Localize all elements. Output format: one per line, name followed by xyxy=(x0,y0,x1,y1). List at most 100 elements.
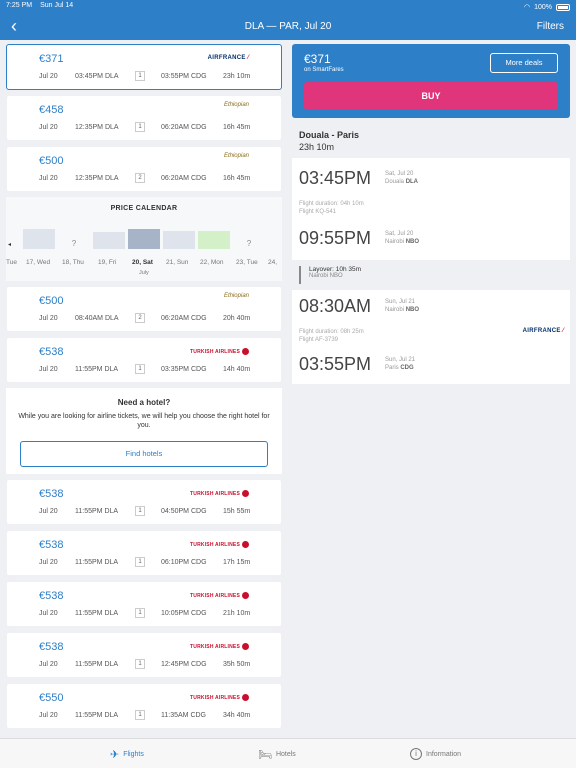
airplane-icon: ✈ xyxy=(110,749,120,761)
departure-time: 08:40AM DLA xyxy=(75,315,119,322)
departure-time: 11:55PM DLA xyxy=(75,508,119,515)
calendar-bar-unknown[interactable]: ? xyxy=(71,239,77,248)
calendar-bar[interactable] xyxy=(23,229,55,249)
status-time: 7:25 PM xyxy=(6,2,33,9)
flight-date: Jul 20 xyxy=(39,124,58,131)
flight-date: Jul 20 xyxy=(39,610,58,617)
flight-results-list: €371 AIRFRANCE Jul 20 03:45PM DLA 1 03:5… xyxy=(6,44,282,734)
airline-logo-airfrance: AIRFRANCE xyxy=(208,55,249,61)
price-calendar-title: PRICE CALENDAR xyxy=(110,205,178,212)
calendar-day[interactable]: 24, xyxy=(268,259,278,266)
flight-segment: 03:45PM Sat, Jul 20 Douala DLA Flight du… xyxy=(292,158,570,260)
filters-button[interactable]: Filters xyxy=(536,20,564,32)
tab-information[interactable]: i Information xyxy=(410,748,461,760)
departure-time: 12:35PM DLA xyxy=(75,175,119,182)
stops-badge: 1 xyxy=(135,364,145,374)
flight-card[interactable]: €538 TURKISH AIRLINES Jul 20 11:55PM DLA… xyxy=(6,337,282,383)
arrival-time: 10:05PM CDG xyxy=(161,610,207,617)
stops-badge: 2 xyxy=(135,313,145,323)
stops-badge: 1 xyxy=(135,608,145,618)
status-bar: 7:25 PM Sun Jul 14 ◠ 100% xyxy=(6,2,570,12)
flight-duration: 20h 40m xyxy=(223,315,251,322)
flight-duration: 14h 40m xyxy=(223,366,251,373)
airline-logo-turkish: TURKISH AIRLINES xyxy=(190,694,249,701)
stops-badge: 1 xyxy=(135,506,145,516)
detail-price: €371 xyxy=(304,52,331,66)
flight-date: Jul 20 xyxy=(39,508,58,515)
calendar-day[interactable]: 19, Fri xyxy=(98,259,117,266)
back-chevron-icon[interactable]: ‹ xyxy=(11,16,17,36)
segment-departure-info: Sun, Jul 21 Nairobi NBO xyxy=(385,299,420,313)
flight-card[interactable]: €538 TURKISH AIRLINES Jul 20 11:55PM DLA… xyxy=(6,479,282,525)
route-duration: 23h 10m xyxy=(299,142,335,152)
calendar-bar-unknown[interactable]: ? xyxy=(246,239,252,248)
status-date: Sun Jul 14 xyxy=(40,2,74,9)
route-title: Douala - Paris xyxy=(299,130,360,140)
calendar-day[interactable]: Tue xyxy=(6,259,17,266)
flight-price: €538 xyxy=(39,488,64,500)
flight-detail-panel: €371 on SmartFares More deals BUY Douala… xyxy=(292,44,570,384)
airline-logo-airfrance: AIRFRANCE xyxy=(523,328,564,334)
flight-date: Jul 20 xyxy=(39,175,58,182)
flight-price: €500 xyxy=(39,155,64,167)
flight-date: Jul 20 xyxy=(39,712,58,719)
calendar-prev-icon[interactable]: ◂ xyxy=(8,242,12,248)
calendar-day[interactable]: 23, Tue xyxy=(236,259,258,266)
calendar-bar[interactable] xyxy=(93,232,125,249)
segment-flight-info: Flight duration: 04h 10m Flight KQ-541 xyxy=(299,201,364,215)
arrival-time: 11:35AM CDG xyxy=(161,712,206,719)
flight-date: Jul 20 xyxy=(39,366,58,373)
calendar-day-selected[interactable]: 20, Sat xyxy=(132,259,153,266)
flight-card[interactable]: €550 TURKISH AIRLINES Jul 20 11:55PM DLA… xyxy=(6,683,282,729)
flight-card[interactable]: €371 AIRFRANCE Jul 20 03:45PM DLA 1 03:5… xyxy=(6,44,282,90)
wifi-icon: ◠ xyxy=(523,4,531,11)
buy-button[interactable]: BUY xyxy=(304,82,558,110)
stops-badge: 1 xyxy=(135,122,145,132)
segment-arrival-time: 03:55PM xyxy=(299,354,372,374)
flight-duration: 16h 45m xyxy=(223,175,251,182)
find-hotels-button[interactable]: Find hotels xyxy=(20,441,268,467)
page-title: DLA — PAR, Jul 20 xyxy=(244,20,332,32)
airline-logo-turkish: TURKISH AIRLINES xyxy=(190,643,249,650)
flight-date: Jul 20 xyxy=(39,73,58,80)
layover-city: Nairobi NBO xyxy=(309,273,343,279)
tab-information-label: Information xyxy=(426,750,462,758)
calendar-day[interactable]: 22, Mon xyxy=(200,259,224,266)
calendar-day[interactable]: 18, Thu xyxy=(62,259,84,266)
flight-duration: 17h 15m xyxy=(223,559,251,566)
departure-time: 12:35PM DLA xyxy=(75,124,119,131)
arrival-time: 06:20AM CDG xyxy=(161,175,207,182)
flight-price: €538 xyxy=(39,346,64,358)
top-bar: 7:25 PM Sun Jul 14 ◠ 100% ‹ DLA — PAR, Jul… xyxy=(0,0,576,40)
arrival-time: 04:50PM CDG xyxy=(161,508,207,515)
calendar-bar[interactable] xyxy=(198,231,230,249)
airline-logo-ethiopian: Ethiopian xyxy=(223,293,249,299)
calendar-bar[interactable] xyxy=(163,231,195,249)
calendar-bar-selected[interactable] xyxy=(128,229,160,249)
tab-bar: ✈ Flights 🛏 Hotels i Information xyxy=(0,738,576,768)
flight-duration: 15h 55m xyxy=(223,508,251,515)
stops-badge: 1 xyxy=(135,659,145,669)
flight-card[interactable]: €500 Ethiopian Jul 20 08:40AM DLA 2 06:2… xyxy=(6,286,282,332)
calendar-month: July xyxy=(139,270,149,276)
flight-card[interactable]: €538 TURKISH AIRLINES Jul 20 11:55PM DLA… xyxy=(6,581,282,627)
departure-time: 11:55PM DLA xyxy=(75,366,119,373)
more-deals-button[interactable]: More deals xyxy=(490,53,558,73)
arrival-time: 03:35PM CDG xyxy=(161,366,207,373)
tab-flights-label: Flights xyxy=(123,751,144,758)
route-summary: Douala - Paris 23h 10m xyxy=(292,130,570,152)
flight-card[interactable]: €538 TURKISH AIRLINES Jul 20 11:55PM DLA… xyxy=(6,632,282,678)
stops-badge: 1 xyxy=(135,710,145,720)
calendar-day[interactable]: 17, Wed xyxy=(26,259,51,266)
layover-duration: Layover: 10h 35m xyxy=(309,266,362,273)
tab-flights[interactable]: ✈ Flights xyxy=(110,748,144,761)
arrival-time: 06:20AM CDG xyxy=(161,315,207,322)
flight-card[interactable]: €538 TURKISH AIRLINES Jul 20 11:55PM DLA… xyxy=(6,530,282,576)
airline-logo-turkish: TURKISH AIRLINES xyxy=(190,490,249,497)
calendar-day[interactable]: 21, Sun xyxy=(166,259,189,266)
flight-card[interactable]: €500 Ethiopian Jul 20 12:35PM DLA 2 06:2… xyxy=(6,146,282,192)
tab-hotels[interactable]: 🛏 Hotels xyxy=(258,748,296,761)
detail-source: on SmartFares xyxy=(304,67,344,73)
price-calendar: PRICE CALENDAR ◂ ? ? Tue 17, Wed 18, Thu… xyxy=(6,197,282,281)
flight-card[interactable]: €458 Ethiopian Jul 20 12:35PM DLA 1 06:2… xyxy=(6,95,282,141)
